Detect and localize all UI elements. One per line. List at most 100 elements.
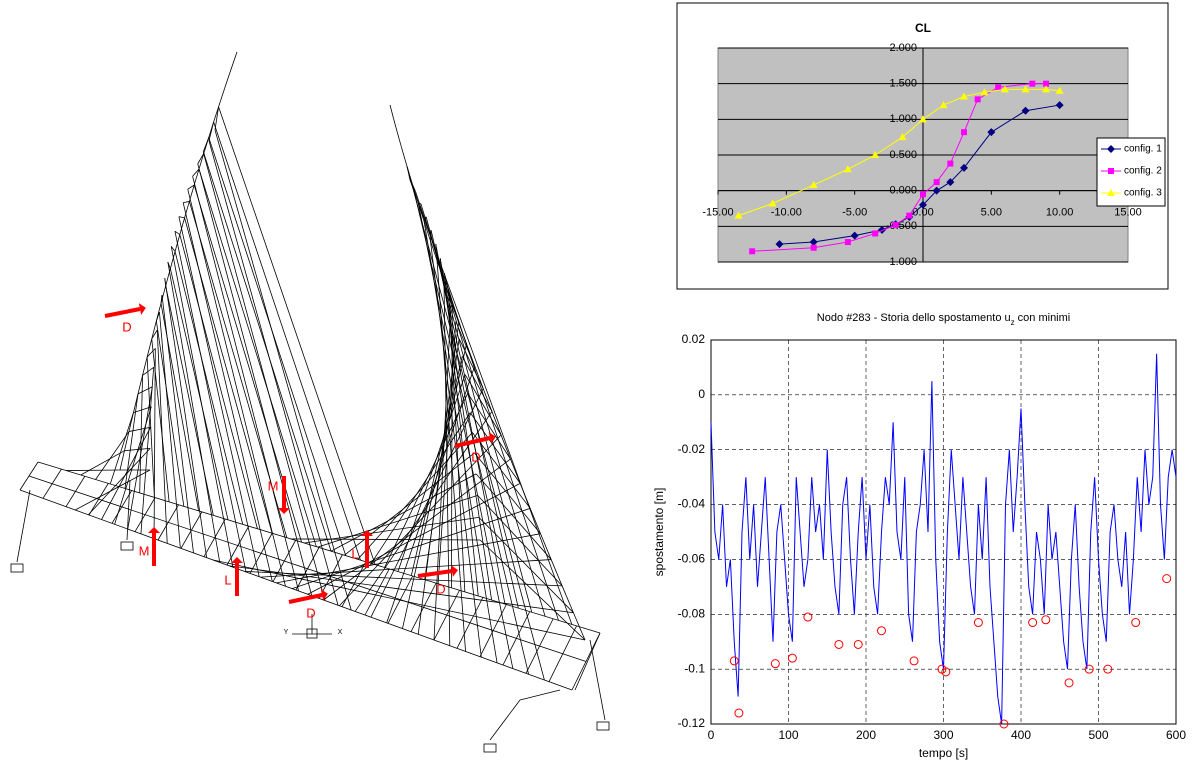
wire — [415, 191, 559, 621]
wire — [141, 361, 147, 377]
wire — [151, 338, 170, 502]
arrow-head — [231, 557, 243, 563]
wire — [192, 176, 300, 592]
wire — [187, 184, 195, 190]
wire — [161, 294, 194, 553]
x-tick-label: -15.00 — [702, 207, 733, 219]
marker — [1041, 615, 1051, 625]
marker — [961, 129, 967, 136]
wire — [291, 507, 531, 589]
marker — [834, 639, 844, 649]
marker — [980, 88, 989, 96]
support — [596, 721, 610, 731]
marker — [909, 656, 919, 666]
arrow-head — [148, 527, 160, 533]
wire — [404, 159, 410, 175]
marker — [898, 133, 907, 141]
wire — [409, 179, 573, 625]
wire — [180, 217, 185, 232]
y-tick-label: -0.12 — [678, 716, 706, 730]
y-tick-label: 2.000 — [889, 42, 917, 54]
marker — [919, 115, 927, 123]
marker — [1021, 106, 1030, 115]
wire — [216, 100, 221, 114]
chart-title: CL — [915, 21, 931, 35]
diagram-labels: D D M M L L D D Y X — [122, 319, 480, 635]
wire — [478, 517, 574, 613]
title-part: z — [1011, 318, 1015, 327]
y-tick-label: 1.500 — [889, 78, 917, 90]
title-part: con minimi — [1015, 312, 1071, 324]
x-tick-label: 200 — [856, 728, 876, 742]
wire — [393, 118, 398, 132]
wire — [109, 412, 134, 485]
wire — [339, 434, 502, 606]
wire — [435, 243, 506, 605]
wire — [530, 509, 540, 531]
wire — [443, 280, 451, 646]
wire — [164, 273, 170, 289]
x-axis-label: tempo [s] — [919, 746, 968, 760]
wire — [307, 483, 521, 595]
wire — [28, 475, 587, 662]
marker — [1042, 85, 1050, 93]
load-label: X — [338, 629, 343, 636]
series-line — [710, 353, 1177, 725]
wire — [155, 321, 185, 507]
wire — [119, 453, 125, 471]
wire — [134, 391, 139, 408]
wire — [565, 595, 576, 618]
wire — [467, 393, 511, 460]
wire — [124, 393, 139, 489]
wire — [202, 151, 326, 601]
arrow-head — [488, 432, 496, 444]
wire — [439, 258, 493, 601]
marker — [973, 618, 983, 628]
wire — [574, 632, 601, 691]
marker — [947, 160, 954, 167]
wire — [519, 689, 561, 701]
wire — [450, 301, 458, 319]
marker — [974, 96, 981, 103]
wire — [37, 461, 601, 634]
wire — [491, 410, 500, 430]
arrow-head — [361, 530, 373, 536]
wire — [244, 571, 563, 587]
y-tick-label: 0.500 — [889, 149, 917, 161]
wire — [469, 354, 478, 373]
wire — [204, 138, 209, 152]
wire — [417, 322, 460, 635]
wire — [179, 234, 258, 529]
wire — [138, 376, 143, 392]
wire — [461, 356, 493, 412]
wire — [354, 411, 493, 612]
x-tick-label: 0 — [708, 728, 715, 742]
wire — [218, 106, 376, 565]
wire — [228, 63, 234, 77]
x-tick-label: 500 — [1088, 728, 1108, 742]
marker — [1029, 80, 1036, 87]
wire — [458, 338, 484, 389]
marker — [987, 128, 996, 137]
wire — [477, 495, 563, 587]
load-label: D — [306, 605, 315, 620]
x-tick-label: 600 — [1166, 728, 1186, 742]
load-arrow — [417, 569, 453, 578]
wire — [174, 231, 247, 572]
wire — [208, 137, 347, 556]
wire — [475, 473, 552, 560]
wire — [153, 348, 156, 539]
wire — [456, 318, 465, 337]
wire — [183, 201, 190, 204]
marker — [787, 653, 797, 663]
wire — [124, 447, 151, 452]
load-label: M — [268, 478, 279, 493]
x-tick-label: 300 — [933, 728, 953, 742]
wire — [436, 260, 466, 652]
x-tick-label: -5.00 — [842, 207, 867, 219]
wire — [396, 131, 402, 146]
wire — [128, 426, 151, 432]
legend-label: config. 1 — [1124, 144, 1162, 155]
wire — [323, 458, 511, 601]
